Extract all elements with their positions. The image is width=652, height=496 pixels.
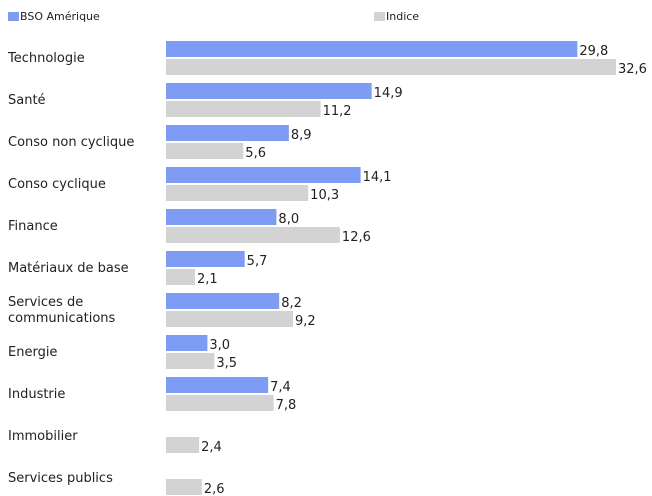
value-label-indice: 9,2 xyxy=(295,314,316,329)
bar-bso xyxy=(166,83,372,99)
bar-indice xyxy=(166,311,293,327)
value-label-bso: 14,1 xyxy=(363,170,392,185)
category-label: Matériaux de base xyxy=(8,261,129,276)
category-label: Conso cyclique xyxy=(8,177,106,192)
value-label-bso: 7,4 xyxy=(270,380,291,395)
value-label-bso: 8,9 xyxy=(291,128,312,143)
value-label-bso: 29,8 xyxy=(579,44,608,59)
bar-indice xyxy=(166,437,200,453)
bar-indice xyxy=(166,227,340,243)
category-label: Immobilier xyxy=(8,429,78,444)
value-label-bso: 8,0 xyxy=(278,212,299,227)
value-label-indice: 2,4 xyxy=(201,440,222,455)
value-label-indice: 32,6 xyxy=(618,62,647,77)
value-label-indice: 2,6 xyxy=(204,482,225,496)
value-label-bso: 14,9 xyxy=(374,86,403,101)
legend-label-bso: BSO Amérique xyxy=(20,10,100,23)
category-label: Santé xyxy=(8,93,46,108)
bar-indice xyxy=(166,395,274,411)
value-label-indice: 10,3 xyxy=(310,188,339,203)
bar-indice xyxy=(166,59,616,75)
bar-bso xyxy=(166,335,208,351)
bar-indice xyxy=(166,269,195,285)
bar-indice xyxy=(166,353,215,369)
value-label-indice: 12,6 xyxy=(342,230,371,245)
category-label: Services publics xyxy=(8,471,113,486)
bar-bso xyxy=(166,167,361,183)
legend-item-bso: BSO Amérique xyxy=(8,10,100,23)
bar-bso xyxy=(166,41,578,57)
legend-item-indice: Indice xyxy=(374,10,419,23)
value-label-bso: 8,2 xyxy=(281,296,302,311)
bar-bso xyxy=(166,293,280,309)
legend-swatch-bso xyxy=(8,12,19,21)
bar-indice xyxy=(166,143,244,159)
category-label: Industrie xyxy=(8,387,65,402)
category-label: Services de communications xyxy=(8,295,116,326)
value-label-indice: 7,8 xyxy=(276,398,297,413)
bar-indice xyxy=(166,479,202,495)
value-label-indice: 2,1 xyxy=(197,272,218,287)
category-label: Conso non cyclique xyxy=(8,135,134,150)
bar-indice xyxy=(166,101,321,117)
bar-bso xyxy=(166,251,245,267)
category-label: Technologie xyxy=(7,51,85,66)
bar-bso xyxy=(166,377,269,393)
value-label-indice: 11,2 xyxy=(323,104,352,119)
category-label: Finance xyxy=(8,219,58,234)
bar-indice xyxy=(166,185,309,201)
value-label-bso: 5,7 xyxy=(247,254,268,269)
bar-bso xyxy=(166,125,289,141)
legend-swatch-indice xyxy=(374,12,385,21)
value-label-bso: 3,0 xyxy=(209,338,230,353)
value-label-indice: 5,6 xyxy=(245,146,266,161)
legend-label-indice: Indice xyxy=(386,10,420,23)
value-label-indice: 3,5 xyxy=(216,356,237,371)
bar-bso xyxy=(166,209,277,225)
category-label: Energie xyxy=(8,345,57,360)
